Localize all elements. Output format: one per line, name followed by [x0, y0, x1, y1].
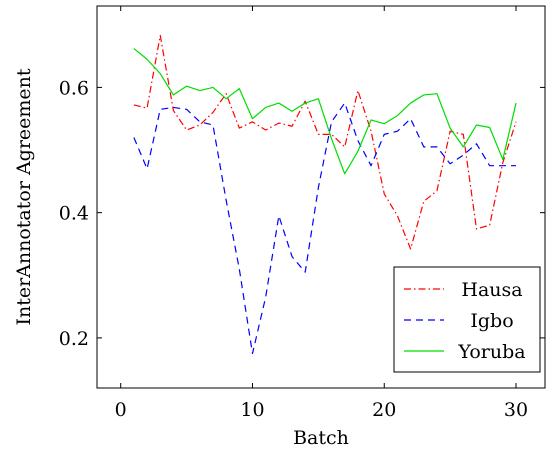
legend-label-hausa: Hausa: [461, 279, 522, 301]
y-tick-label: 0.6: [59, 77, 89, 99]
x-tick-label: 30: [504, 399, 528, 421]
x-axis-title: Batch: [293, 427, 349, 449]
legend-label-igbo: Igbo: [470, 310, 513, 332]
legend-label-yoruba: Yoruba: [457, 341, 525, 363]
series-line-hausa: [133, 34, 517, 250]
y-axis-title: InterAnnotator Agreement: [13, 68, 35, 325]
x-tick-label: 20: [372, 399, 396, 421]
y-tick-label: 0.2: [59, 328, 89, 350]
x-tick-label: 10: [240, 399, 264, 421]
y-tick-label: 0.4: [59, 203, 89, 225]
plot-frame: [96, 5, 546, 389]
x-tick-label: 0: [115, 399, 127, 421]
series-layer: [133, 34, 517, 355]
series-line-yoruba: [133, 48, 517, 175]
series-line-igbo: [133, 102, 517, 355]
legend: Hausa Igbo Yoruba: [393, 266, 541, 373]
ticks-layer: 0 10 20 30 0.2 0.4 0.6: [59, 6, 545, 421]
